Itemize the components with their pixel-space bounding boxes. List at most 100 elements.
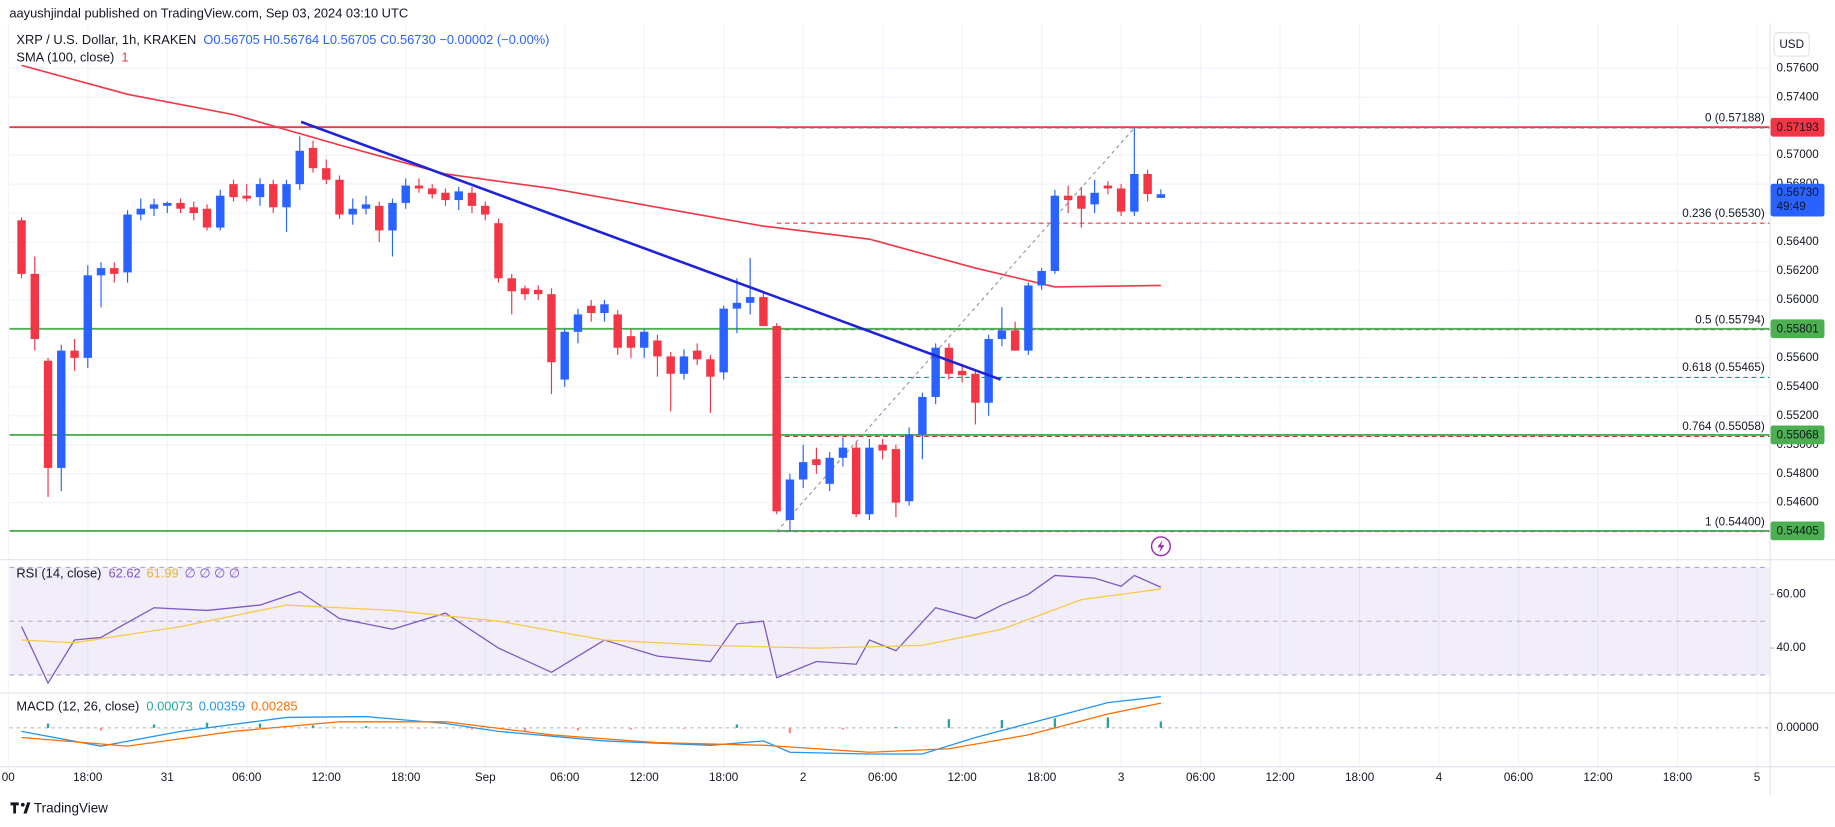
sma-legend: SMA (100, close) 1	[16, 50, 128, 65]
fib-diagonal	[776, 127, 1135, 533]
alert-icon[interactable]	[1150, 536, 1171, 557]
x-tick-label: 18:00	[1663, 771, 1693, 784]
candle-body	[282, 184, 291, 208]
sma-line	[21, 64, 1161, 288]
rsi-ma-value: 61.99	[147, 566, 179, 581]
candle-body	[1130, 173, 1139, 212]
macd-histogram-bar	[258, 723, 262, 728]
candle-body	[812, 459, 821, 466]
candle-body	[865, 447, 874, 515]
x-tick-label: 06:00	[232, 771, 262, 784]
macd-legend: MACD (12, 26, close) 0.00073 0.00359 0.0028…	[16, 699, 297, 714]
candle-body	[149, 204, 159, 209]
candle-body	[719, 308, 728, 373]
x-tick-label: 06:00	[868, 771, 898, 784]
footer-logo	[10, 802, 31, 814]
candle-body	[600, 304, 609, 313]
candle-body	[189, 207, 198, 214]
macd-pane	[9, 696, 1770, 755]
rsi-pane	[9, 566, 1770, 676]
candle-body	[534, 289, 543, 295]
candle-body	[30, 273, 40, 340]
y-tick-label: 0.54600	[1776, 496, 1819, 509]
rsi-tick-label: 60.00	[1776, 587, 1806, 600]
countdown-label: 49:49	[1776, 200, 1805, 213]
x-tick-label: 3	[1118, 771, 1125, 784]
y-tick-label: 0.54800	[1776, 467, 1819, 480]
candle-body	[96, 268, 106, 276]
candle-body	[666, 356, 675, 374]
candle-body	[520, 288, 530, 295]
currency[interactable]: USD	[1779, 38, 1804, 51]
x-tick-label: 31	[161, 771, 174, 784]
candle-body	[1116, 188, 1126, 212]
candle-body	[878, 444, 887, 451]
candle-body	[454, 191, 463, 201]
candle-body	[17, 220, 26, 274]
candle-body	[43, 360, 53, 468]
candle-body	[679, 356, 689, 374]
publisher: aayushjindal published on TradingView.co…	[9, 5, 408, 20]
candle-body	[467, 192, 477, 206]
macd-histogram-bar	[947, 719, 951, 728]
candle-body	[653, 340, 662, 357]
macd-tick-label: 0.00000	[1776, 721, 1819, 734]
legend-title: XRP / U.S. Dollar, 1h, KRAKEN O0.56705 H0…	[16, 32, 549, 47]
candle-body	[1010, 330, 1020, 351]
candle-body	[202, 208, 212, 228]
candle-body	[692, 350, 702, 360]
macd-histogram-bar	[523, 727, 527, 732]
candle-body	[1143, 173, 1152, 194]
candle-body	[83, 275, 93, 358]
candle-body	[414, 185, 424, 189]
candle-body	[375, 205, 384, 231]
candle-body	[163, 202, 172, 206]
candle-body	[732, 302, 742, 309]
macd-histogram-bar	[152, 724, 156, 728]
candle-body	[1090, 192, 1099, 205]
level-price-box	[1770, 425, 1825, 445]
macd-histogram-bar	[735, 724, 739, 728]
alert-bolt[interactable]	[1157, 539, 1165, 553]
x-tick-label: 12:00	[948, 771, 978, 784]
macd-histogram-bar	[629, 727, 633, 730]
candle-body	[931, 347, 940, 397]
candle-body	[1156, 194, 1166, 198]
candle-body	[361, 204, 371, 209]
candle-body	[851, 447, 861, 515]
y-tick-label: 0.55400	[1776, 380, 1819, 393]
level-price-label: 0.55068	[1776, 429, 1818, 442]
candle-body	[838, 447, 848, 458]
candle-body	[507, 278, 516, 292]
candle-body	[586, 305, 596, 313]
candle-body	[229, 184, 238, 198]
fib-level-label: 0.236 (0.56530)	[1682, 207, 1765, 220]
macd-value: 0.00359	[199, 699, 245, 714]
candle-body	[918, 396, 927, 435]
rsi-line	[20, 574, 1162, 685]
macd-histogram-bar	[1000, 720, 1004, 728]
candle-body	[295, 150, 304, 185]
macd-histogram-bar	[841, 727, 845, 730]
macd-line	[21, 702, 1161, 753]
candle-body	[110, 268, 119, 274]
sma-value: 1	[121, 50, 128, 65]
x-tick-label: 12:00	[630, 771, 660, 784]
rsi-value: 62.62	[108, 566, 140, 581]
candle-body	[957, 370, 967, 376]
candle-body	[216, 195, 225, 228]
fib-level-label: 0.618 (0.55465)	[1682, 361, 1765, 374]
candle-body	[269, 184, 278, 208]
macd-histogram-bar	[1106, 717, 1110, 728]
footer-brand: TradingView	[34, 800, 108, 815]
sma-label: SMA (100, close)	[16, 50, 114, 65]
candle-body	[547, 294, 556, 363]
candle-body	[1037, 270, 1046, 286]
macd-histogram-bar	[894, 727, 898, 728]
rsi-legend: RSI (14, close) 62.62 61.99 ∅ ∅ ∅ ∅	[16, 566, 240, 581]
currency-box[interactable]	[1773, 32, 1810, 57]
x-tick-label: 12:00	[1265, 771, 1295, 784]
candle-body	[1024, 285, 1033, 351]
axes: 00 18:00 31 06:00 12:00 18:00 Sep 06:00 12:00 18:…	[2, 61, 1825, 784]
